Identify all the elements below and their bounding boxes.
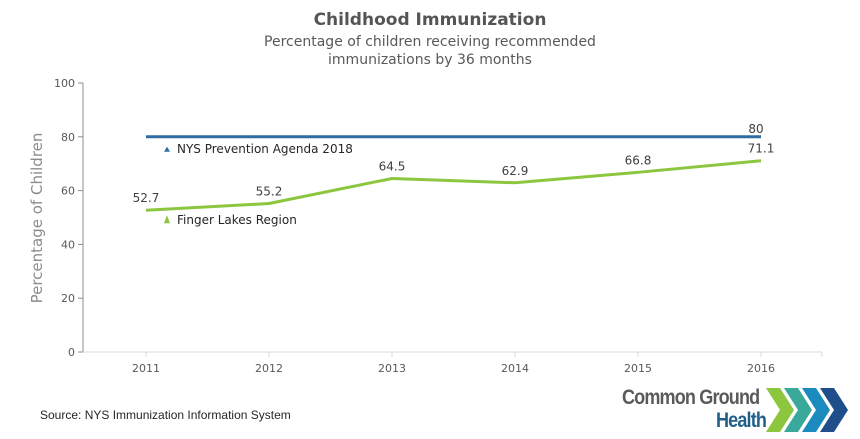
series-line [145,159,762,212]
series-finger-lakes-region: 52.7 55.2 64.5 62.9 66.8 71.1 Finger Lakes Reg… [133,142,775,227]
data-label: 71.1 [748,142,775,156]
data-label: 62.9 [502,164,529,178]
axes: 0 20 40 60 80 100 2011 2012 2013 2014 2015 2016 [54,77,823,375]
x-tick-label: 2015 [624,362,652,375]
x-tick-label: 2011 [132,362,160,375]
source-note: Source: NYS Immunization Information Sys… [40,408,291,422]
y-tick-label: 80 [61,131,75,144]
data-point [637,135,640,138]
data-label: 55.2 [256,185,283,199]
x-tick-label: 2012 [255,362,283,375]
x-tick-label: 2016 [747,362,775,375]
data-label: 80 [748,122,763,136]
data-point [268,135,271,138]
y-tick-label: 0 [68,346,75,359]
series-marker-icon [164,215,170,224]
x-tick-label: 2013 [378,362,406,375]
series-nys-prevention-agenda-2018: 80 NYS Prevention Agenda 2018 [145,122,764,156]
logo-chevron [784,388,812,432]
data-point [637,171,640,174]
common-ground-health-logo: Common Ground Health [622,384,850,436]
data-label: 52.7 [133,191,160,205]
series-layer: 80 NYS Prevention Agenda 2018 52.7 55.2 64.5… [133,122,775,227]
y-tick-label: 100 [54,77,75,90]
series-name-label: NYS Prevention Agenda 2018 [177,142,353,156]
chart-subtitle-line-2: immunizations by 36 months [328,52,532,68]
logo-text-line-2: Health [716,409,767,432]
logo-chevron [802,388,830,432]
data-point [391,177,394,180]
logo-chevron [766,388,794,432]
series-marker-icon [164,146,170,152]
y-tick-label: 40 [61,238,75,251]
data-point [391,135,394,138]
chart-title: Childhood Immunization [314,10,547,30]
x-tick-label: 2014 [501,362,529,375]
logo-chevron [820,388,848,432]
series-name-label: Finger Lakes Region [177,213,297,227]
y-axis-label: Percentage of Children [28,133,46,304]
data-point [268,202,271,205]
data-point [145,135,148,138]
y-tick-label: 60 [61,185,75,198]
data-point [145,209,148,212]
y-tick-label: 20 [61,292,75,305]
chart-subtitle-line-1: Percentage of children receiving recomme… [264,34,596,50]
data-point [514,135,517,138]
data-label: 64.5 [379,159,406,173]
data-point [760,159,763,162]
logo-text-line-1: Common Ground [622,386,760,409]
data-point [514,181,517,184]
data-label: 66.8 [625,153,652,167]
chevrons-icon [766,388,848,432]
